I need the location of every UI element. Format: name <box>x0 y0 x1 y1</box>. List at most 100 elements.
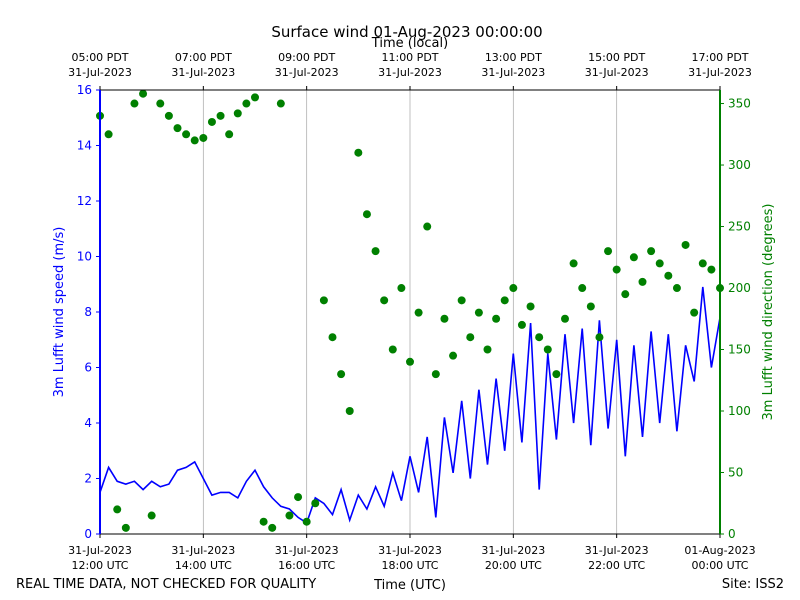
x2-tick-label: 05:00 PDT 31-Jul-2023 <box>68 51 132 79</box>
direction-point <box>561 314 569 323</box>
x-tick-label-line: 12:00 UTC <box>71 559 128 572</box>
direction-point <box>406 357 414 366</box>
x-tick-label-line: 14:00 UTC <box>175 559 232 572</box>
direction-point <box>655 259 664 268</box>
chart-title: Surface wind 01-Aug-2023 00:00:00 <box>271 23 542 41</box>
direction-point <box>251 93 259 102</box>
x-tick-label-line: 22:00 UTC <box>588 559 645 572</box>
direction-point <box>104 130 113 139</box>
direction-point <box>638 277 647 286</box>
direction-point <box>552 370 561 379</box>
direction-point <box>268 523 277 532</box>
direction-point <box>199 133 208 142</box>
direction-point <box>483 345 492 354</box>
x-tick-label: 31-Jul-2023 14:00 UTC <box>171 544 235 572</box>
direction-point <box>380 296 389 305</box>
x-tick-label-line: 00:00 UTC <box>691 559 748 572</box>
y2-tick-label: 300 <box>728 158 751 172</box>
y-tick-label: 14 <box>77 139 92 153</box>
direction-point <box>492 314 501 323</box>
direction-point <box>156 99 165 108</box>
x-tick-label-line: 31-Jul-2023 <box>171 544 235 557</box>
y2-tick-label: 250 <box>728 220 751 234</box>
x2-tick-label: 13:00 PDT 31-Jul-2023 <box>481 51 545 79</box>
direction-point <box>629 253 638 262</box>
x2-tick-label-line: 31-Jul-2023 <box>481 66 545 79</box>
direction-point <box>457 296 466 305</box>
x-tick-label-line: 01-Aug-2023 <box>684 544 755 557</box>
x2-tick-label: 11:00 PDT 31-Jul-2023 <box>378 51 442 79</box>
x-axis-label: Time (UTC) <box>373 578 446 593</box>
direction-point <box>526 302 535 311</box>
x2-tick-label-line: 31-Jul-2023 <box>171 66 235 79</box>
direction-point <box>337 370 346 379</box>
direction-point <box>259 517 268 526</box>
x2-tick-label-line: 31-Jul-2023 <box>275 66 339 79</box>
y2-tick-label: 50 <box>728 466 743 480</box>
direction-point <box>130 99 139 108</box>
y-tick-label: 8 <box>84 305 92 319</box>
direction-point <box>586 302 595 311</box>
x2-tick-label: 15:00 PDT 31-Jul-2023 <box>585 51 649 79</box>
x-tick-label-line: 20:00 UTC <box>485 559 542 572</box>
x2-tick-label: 07:00 PDT 31-Jul-2023 <box>171 51 235 79</box>
y-tick-label: 4 <box>84 416 92 430</box>
direction-point <box>449 351 458 360</box>
x-tick-label-line: 31-Jul-2023 <box>275 544 339 557</box>
x-tick-label-line: 31-Jul-2023 <box>378 544 442 557</box>
x-tick-label: 31-Jul-2023 18:00 UTC <box>378 544 442 572</box>
direction-point <box>328 333 337 342</box>
direction-point <box>354 148 363 157</box>
direction-point <box>647 247 656 256</box>
direction-point <box>440 314 449 323</box>
y-axis-label: 3m Lufft wind speed (m/s) <box>52 227 67 398</box>
direction-point <box>121 523 130 532</box>
direction-point <box>517 320 526 329</box>
direction-point <box>173 124 182 133</box>
direction-point <box>612 265 621 274</box>
x-tick-label-line: 31-Jul-2023 <box>68 544 132 557</box>
x2-tick-label-line: 15:00 PDT <box>588 51 645 64</box>
direction-point <box>543 345 552 354</box>
direction-point <box>466 333 475 342</box>
y-tick-label: 16 <box>77 83 92 97</box>
direction-point <box>207 117 216 126</box>
x-tick-label: 31-Jul-2023 22:00 UTC <box>585 544 649 572</box>
y2-tick-label: 200 <box>728 281 751 295</box>
x2-tick-label-line: 11:00 PDT <box>381 51 438 64</box>
direction-point <box>621 290 630 299</box>
footer-note: REAL TIME DATA, NOT CHECKED FOR QUALITY <box>16 577 316 592</box>
x2-tick-label-line: 31-Jul-2023 <box>585 66 649 79</box>
direction-point <box>190 136 199 145</box>
x-tick-label-line: 31-Jul-2023 <box>481 544 545 557</box>
direction-point <box>604 247 613 256</box>
x-tick-label-line: 31-Jul-2023 <box>585 544 649 557</box>
direction-point <box>414 308 423 317</box>
direction-point <box>664 271 673 280</box>
direction-point <box>139 89 148 98</box>
direction-point <box>285 511 294 520</box>
y2-tick-label: 0 <box>728 527 736 541</box>
x2-tick-label-line: 17:00 PDT <box>691 51 748 64</box>
x2-tick-label-line: 31-Jul-2023 <box>378 66 442 79</box>
direction-point <box>302 517 311 526</box>
direction-point <box>681 240 690 249</box>
direction-point <box>371 247 380 256</box>
direction-point <box>225 130 234 139</box>
x2-tick-label: 09:00 PDT 31-Jul-2023 <box>275 51 339 79</box>
direction-point <box>233 109 242 118</box>
x2-tick-label: 17:00 PDT 31-Jul-2023 <box>688 51 752 79</box>
direction-point <box>707 265 716 274</box>
direction-point <box>500 296 509 305</box>
direction-point <box>242 99 251 108</box>
direction-point <box>474 308 483 317</box>
x-tick-label: 31-Jul-2023 16:00 UTC <box>275 544 339 572</box>
x-tick-label: 31-Jul-2023 12:00 UTC <box>68 544 132 572</box>
direction-point <box>397 284 406 293</box>
direction-point <box>147 511 156 520</box>
y2-tick-label: 100 <box>728 404 751 418</box>
direction-point <box>216 111 225 120</box>
y-tick-label: 6 <box>84 361 92 375</box>
direction-point <box>690 308 699 317</box>
direction-point <box>362 210 371 219</box>
